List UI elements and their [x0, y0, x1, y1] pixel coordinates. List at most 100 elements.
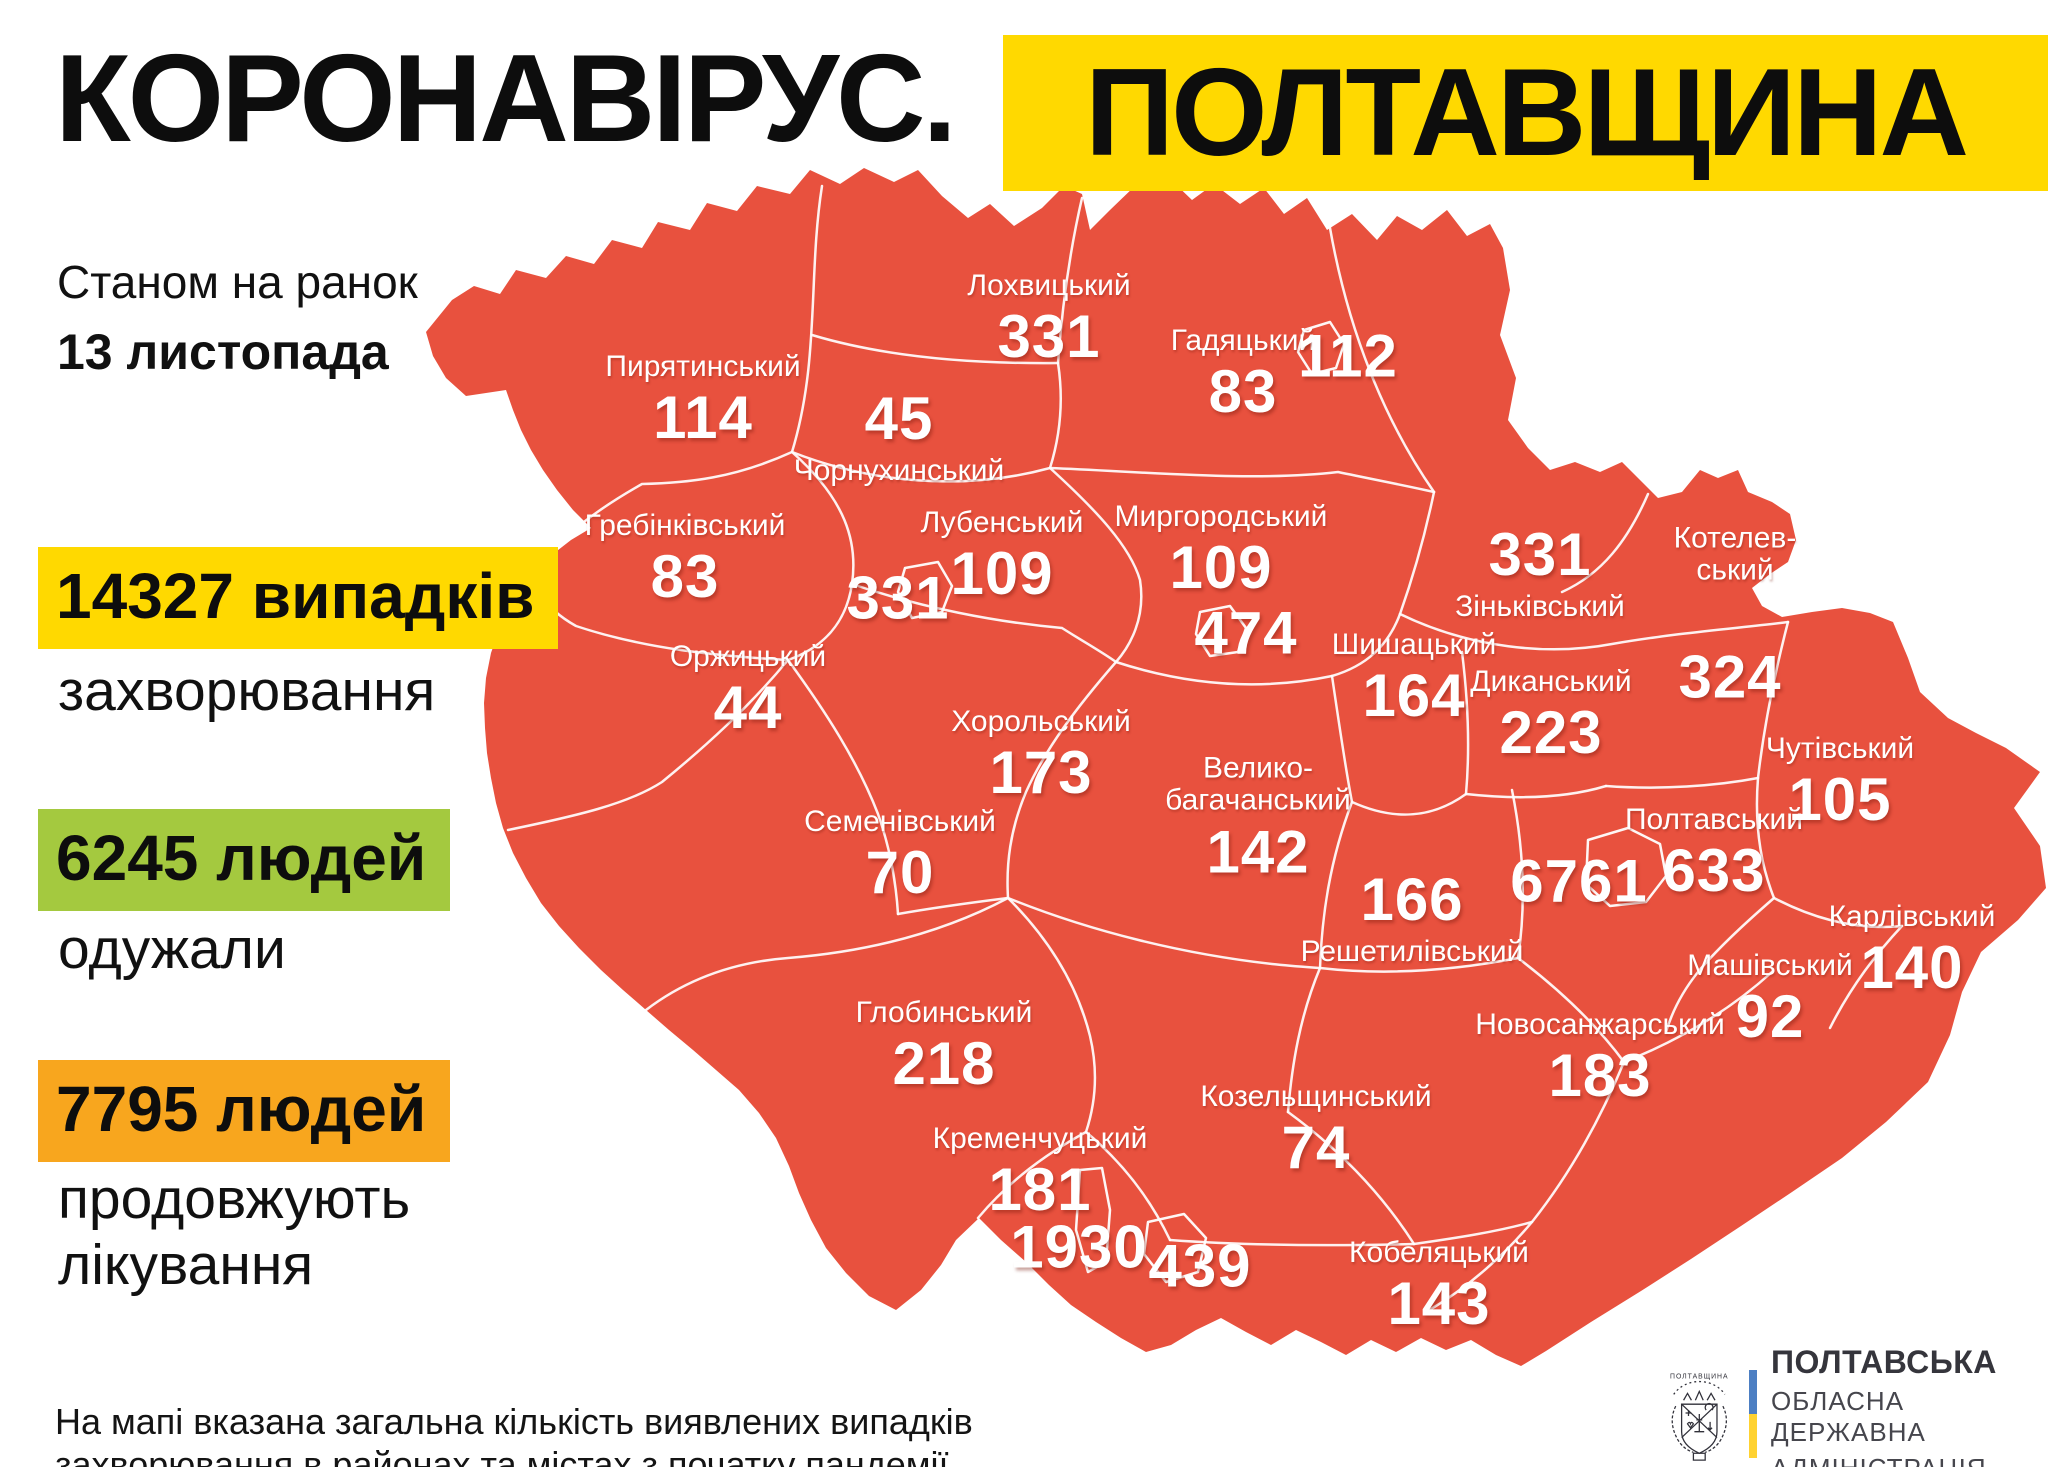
- page-title-highlight-box: ПОЛТАВЩИНА: [1003, 35, 2048, 191]
- district-name: Решетилівський: [1300, 934, 1524, 968]
- district-label-myrhorodskyi: Миргородський 109: [1115, 500, 1328, 602]
- district-label-kozelshchynskyi: Козельщинський 74: [1200, 1079, 1432, 1182]
- district-name: Новосанжарський: [1475, 1007, 1725, 1041]
- district-label-karlivskyi: Карлівський 140: [1828, 899, 1996, 1002]
- org-name-line1: ПОЛТАВСЬКА: [1771, 1344, 1997, 1380]
- stat-treatment-caption: продовжують лікування: [58, 1167, 411, 1298]
- city-value-horishni-plavni: 439: [1148, 1232, 1252, 1300]
- district-value: 83: [650, 543, 720, 611]
- stat-treatment-badge: 7795 людей: [38, 1060, 451, 1162]
- page-title-highlight: ПОЛТАВЩИНА: [1084, 44, 1969, 182]
- asof-date: 13 листопада: [57, 324, 389, 380]
- city-value-myrhorod: 474: [1194, 599, 1298, 667]
- district-name: Чутівський: [1765, 731, 1915, 765]
- coat-of-arms-icon: ПОЛТАВЩИНА: [1670, 1374, 1729, 1461]
- district-name: Кобеляцький: [1349, 1235, 1529, 1269]
- district-value: 109: [1169, 534, 1273, 602]
- district-borders: [506, 184, 1904, 1314]
- district-label-chornukhynskyi: 45 Чорнухинський: [793, 384, 1005, 487]
- enclave-lubny: [896, 560, 954, 620]
- district-value: 44: [713, 674, 783, 742]
- district-value: 181: [988, 1156, 1092, 1224]
- org-name: ПОЛТАВСЬКА ОБЛАСНА ДЕРЖАВНА АДМІНІСТРАЦІ…: [1771, 1344, 2048, 1467]
- district-value: 83: [1208, 358, 1278, 426]
- enclave-myrhorod: [1194, 604, 1248, 658]
- district-name: Гребінківський: [584, 508, 786, 542]
- district-name: Шишацький: [1331, 627, 1497, 661]
- district-value: 105: [1788, 766, 1892, 834]
- district-label-khorolskyi: Хорольський 173: [951, 704, 1131, 806]
- district-name: Машівський: [1687, 948, 1853, 982]
- emblem-text: ПОЛТАВЩИНА: [1670, 1374, 1729, 1381]
- page-title: КОРОНАВІРУС.: [55, 30, 957, 168]
- city-value-hadiach: 112: [1298, 322, 1398, 390]
- enclave-poltava: [1584, 826, 1668, 908]
- district-value: 92: [1735, 983, 1805, 1051]
- district-label-novosanzharskyi: Новосанжарський 183: [1475, 1007, 1725, 1110]
- district-label-lubenskyi: Лубенський 109: [920, 505, 1084, 608]
- district-label-kobeliatskyi: Кобеляцький 143: [1349, 1235, 1529, 1337]
- district-value-kotelevskyi: 324: [1678, 643, 1782, 711]
- district-name: Пирятинський: [605, 349, 801, 383]
- city-value-kremenchuk: 1930: [1010, 1213, 1148, 1281]
- district-value: 218: [892, 1030, 996, 1098]
- district-name: Чорнухинський: [793, 453, 1005, 487]
- district-value: 331: [997, 303, 1101, 371]
- map-footnote: На мапі вказана загальна кількість виявл…: [55, 1401, 973, 1467]
- district-label-reshetylivskyi: 166 Решетилівський: [1300, 865, 1524, 968]
- district-name: Хорольський: [951, 704, 1131, 738]
- district-value: 74: [1281, 1114, 1351, 1182]
- district-value: 166: [1360, 865, 1464, 933]
- org-name-line3: АДМІНІСТРАЦІЯ: [1771, 1453, 2048, 1467]
- district-label-hadiatskyi: Гадяцький 83: [1171, 324, 1315, 426]
- org-name-line2: ОБЛАСНА ДЕРЖАВНА: [1771, 1386, 1926, 1447]
- district-name: Карлівський: [1828, 899, 1996, 933]
- district-label-semenivskyi: Семенівський 70: [804, 804, 996, 906]
- stat-cases-caption: захворювання: [58, 659, 436, 723]
- city-enclave-outlines: [896, 320, 1668, 1284]
- district-value: 142: [1206, 818, 1310, 886]
- district-label-kotelevskyi: Котелев- ський: [1674, 522, 1797, 588]
- district-label-kremenchutskyi: Кременчуцький 181: [932, 1121, 1148, 1224]
- oblast-shape: [426, 168, 2046, 1366]
- district-value: 164: [1362, 662, 1466, 730]
- district-value: 109: [950, 540, 1054, 608]
- district-value: 633: [1662, 837, 1766, 905]
- district-name: Семенівський: [804, 804, 996, 838]
- district-label-hlobynskyi: Глобинський 218: [855, 995, 1033, 1098]
- flag-bar-icon: [1748, 1370, 1758, 1458]
- district-label-orzhytskyi: Оржицький 44: [669, 639, 827, 742]
- administration-logo: ПОЛТАВЩИНА ПОЛТАВСЬКА ОБЛАСНА ДЕРЖАВНА А…: [1660, 1344, 2048, 1467]
- asof-text: Станом на ранок: [57, 256, 418, 308]
- district-label-mashivskyi: Машівський 92: [1687, 948, 1853, 1051]
- district-name: Лохвицький: [967, 268, 1131, 302]
- enclave-hadiach: [1296, 320, 1346, 376]
- district-label-hrebinkivskyi: Гребінківський 83: [584, 508, 786, 611]
- district-label-zinkivskyi: 331 Зіньківський: [1455, 520, 1625, 623]
- district-label-pyriatynskyi: Пирятинський 114: [605, 349, 801, 452]
- district-value: 114: [653, 384, 753, 452]
- district-value: 223: [1499, 699, 1603, 767]
- district-value: 183: [1548, 1042, 1652, 1110]
- district-value: 331: [1488, 520, 1592, 588]
- district-name: Лубенський: [920, 505, 1084, 539]
- district-name: Козельщинський: [1200, 1079, 1432, 1113]
- district-label-poltavskyi: Полтавський 633: [1624, 802, 1804, 905]
- enclave-horishni-plavni: [1142, 1212, 1208, 1284]
- district-name: Зіньківський: [1455, 589, 1625, 623]
- stat-cases-badge: 14327 випадків: [38, 547, 559, 649]
- asof-block: Станом на ранок 13 листопада: [57, 255, 418, 381]
- district-name: Оржицький: [669, 639, 827, 673]
- district-name: Кременчуцький: [932, 1121, 1148, 1155]
- city-value-poltava: 6761: [1510, 847, 1648, 915]
- stat-recovered-caption: одужали: [58, 917, 286, 981]
- district-label-velykobahachanskyi: Велико- багачанський 142: [1165, 751, 1351, 886]
- district-label-dykanskyi: Диканський 223: [1470, 665, 1631, 767]
- district-value: 45: [864, 384, 934, 452]
- district-value: 140: [1860, 934, 1964, 1002]
- district-name: Полтавський: [1624, 802, 1804, 836]
- district-name: Велико- багачанський: [1165, 751, 1351, 818]
- district-name: Глобинський: [855, 995, 1033, 1029]
